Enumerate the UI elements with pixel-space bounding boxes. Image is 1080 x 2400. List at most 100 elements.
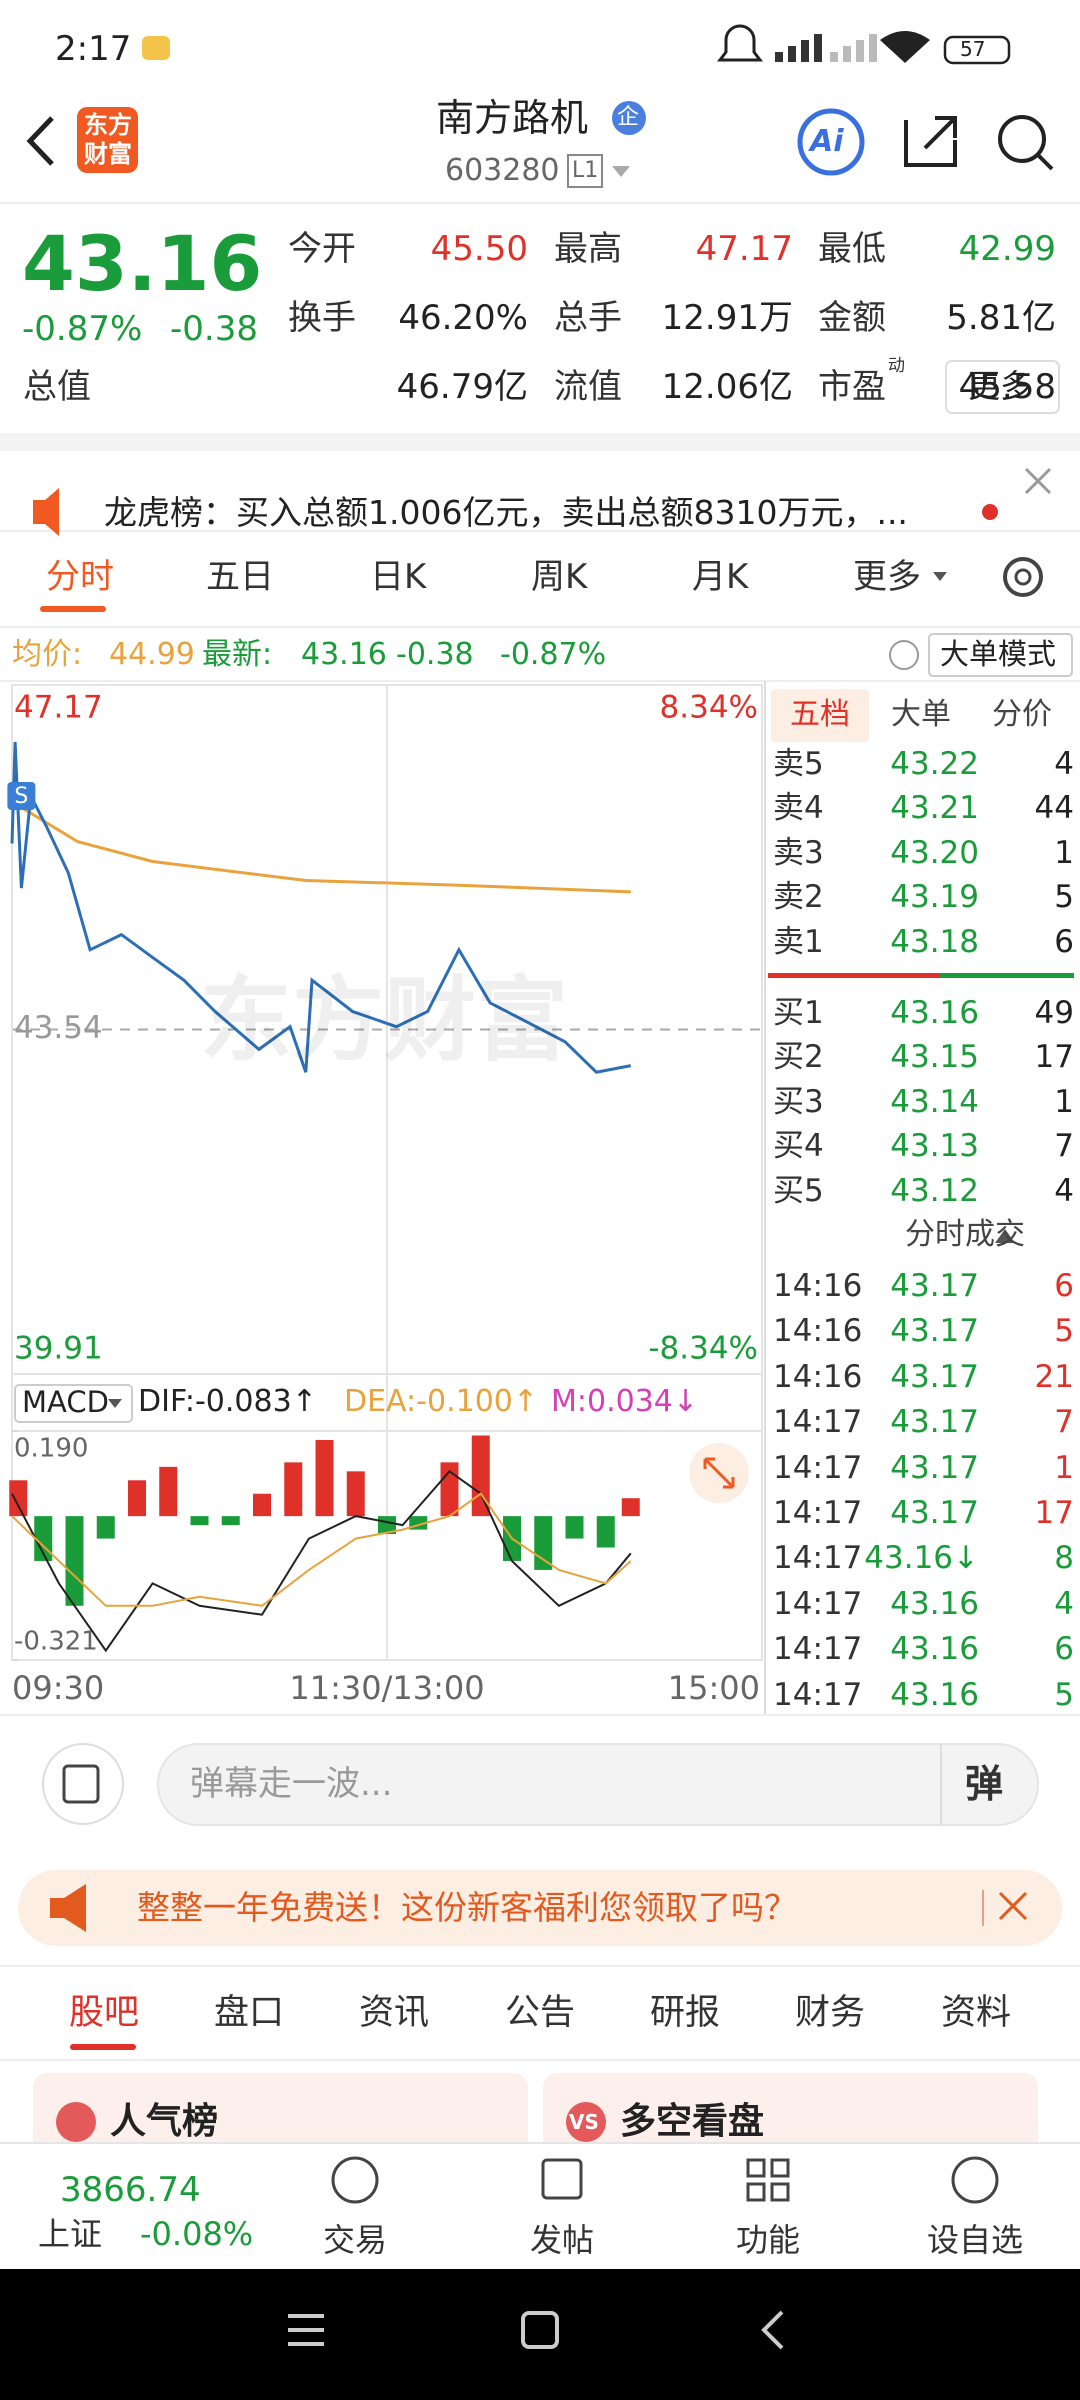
banner-text[interactable]: 整整一年免费送！这份新客福利您领取了吗？ [137, 1888, 797, 1927]
banner[interactable] [18, 1870, 1062, 1946]
more-label[interactable]: 更多 [968, 367, 1033, 405]
bottom-tab[interactable]: 资料 [941, 1993, 1012, 2033]
mode-label[interactable]: 大单模式 [940, 637, 1057, 671]
trade-volume: 21 [1034, 1358, 1074, 1395]
ai-label[interactable]: Ai [810, 124, 844, 159]
y-tick-label: 0.190 [14, 1434, 88, 1464]
x-tick-label: 09:30 [12, 1669, 104, 1707]
tab-underline [70, 2044, 136, 2050]
nav-label[interactable]: 设自选 [927, 2221, 1024, 2259]
index-change[interactable]: -0.08% [140, 2215, 254, 2253]
watermark: 东方财富 [200, 967, 569, 1074]
settings-icon[interactable] [1003, 557, 1043, 597]
macd-select[interactable] [14, 1384, 133, 1423]
bottom-tab[interactable]: 股吧 [69, 1993, 140, 2033]
bottom-tab[interactable]: 财务 [795, 1993, 866, 2033]
separator [0, 433, 1080, 451]
news-text[interactable]: 龙虎榜：买入总额1.006亿元，卖出总额8310万元，... [104, 493, 908, 532]
logo [77, 107, 138, 173]
nav-label[interactable]: 交易 [323, 2221, 388, 2259]
field-label: 今开 [288, 229, 356, 269]
trades-title: 分时成交 [905, 1217, 1025, 1252]
chart-tab[interactable]: 月K [692, 557, 749, 597]
book-tab[interactable]: 分价 [992, 697, 1052, 732]
card[interactable] [33, 2073, 528, 2163]
level-box [567, 154, 603, 188]
book-tab[interactable]: 五档 [790, 697, 850, 732]
field-value: 47.17 [695, 229, 793, 269]
chart-tab[interactable]: 更多 [853, 557, 921, 597]
back-icon[interactable] [26, 116, 54, 166]
dif-label: DIF:-0.083↑ [138, 1384, 317, 1419]
field-sup: 动 [888, 356, 905, 376]
macd-line [11, 1469, 632, 1653]
more-button[interactable] [945, 360, 1060, 414]
trade-time: 14:17 [773, 1449, 863, 1486]
chart-tab[interactable]: 周K [531, 557, 588, 597]
nav-icon[interactable] [746, 2158, 790, 2202]
trade-volume: 5 [1054, 1313, 1074, 1350]
system-nav [0, 2269, 1080, 2400]
macd-bar [253, 1493, 271, 1517]
book-tab[interactable]: 大单 [891, 697, 951, 732]
home-button[interactable] [521, 2311, 559, 2349]
nav-icon[interactable] [541, 2158, 583, 2200]
field-value: 46.20% [398, 298, 528, 338]
trade-volume: 5 [1054, 1676, 1074, 1713]
danmu-button[interactable]: 弹 [965, 1762, 1004, 1806]
x-tick-label: 11:30/13:00 [289, 1669, 484, 1707]
chart-tab[interactable]: 日K [370, 557, 427, 597]
vs-icon: VS [569, 2110, 599, 2134]
chart-tab[interactable]: 五日 [206, 557, 274, 597]
nav-bar [0, 2142, 1080, 2269]
trade-price: 43.17 [890, 1358, 979, 1395]
field-label: 流值 [554, 367, 622, 407]
back-button[interactable] [761, 2310, 784, 2350]
help-icon[interactable] [889, 640, 919, 670]
book-price: 43.18 [890, 923, 979, 960]
comment-icon[interactable] [42, 1743, 124, 1825]
nav-icon[interactable] [951, 2156, 999, 2204]
mode-button[interactable] [928, 633, 1073, 677]
bottom-tab[interactable]: 公告 [505, 1993, 576, 2033]
divider [0, 1714, 1080, 1716]
card-title[interactable]: 人气榜 [110, 2101, 219, 2142]
nav-label[interactable]: 发帖 [530, 2221, 595, 2259]
share-icon[interactable] [904, 116, 957, 167]
latest-label: 最新: [202, 637, 273, 672]
nav-icon[interactable] [331, 2156, 379, 2204]
macd-bar [596, 1516, 615, 1548]
macd-bar [346, 1471, 365, 1517]
field-label: 市盈 [818, 367, 886, 407]
dea-label: DEA:-0.100↑ [344, 1384, 539, 1419]
index-name[interactable]: 上证 [38, 2215, 103, 2253]
close-icon[interactable] [1024, 467, 1052, 495]
book-volume: 7 [1054, 1128, 1074, 1165]
bottom-tab[interactable]: 资讯 [359, 1993, 430, 2033]
comment-placeholder[interactable]: 弹幕走一波... [190, 1764, 393, 1804]
field-label: 换手 [288, 298, 356, 338]
bottom-tab[interactable]: 盘口 [214, 1993, 285, 2033]
chart-tab[interactable]: 分时 [46, 557, 114, 597]
card-title[interactable]: 多空看盘 [620, 2101, 765, 2142]
nav-label[interactable]: 功能 [736, 2221, 801, 2259]
field-label: 总手 [554, 298, 622, 338]
battery [943, 35, 1011, 65]
index-value[interactable]: 3866.74 [60, 2170, 201, 2210]
book-price: 43.12 [890, 1172, 979, 1209]
menu-button[interactable] [288, 2314, 324, 2346]
logo-text: 东方 [84, 111, 132, 139]
field-value: 45.50 [430, 229, 528, 269]
trade-time: 14:16 [773, 1358, 863, 1395]
wifi-icon [880, 31, 930, 63]
signal-icon [830, 34, 877, 62]
search-icon[interactable] [998, 115, 1046, 163]
comment-input[interactable] [157, 1743, 1039, 1826]
ai-button[interactable] [797, 108, 865, 176]
macd-title[interactable]: MACD [22, 1385, 109, 1419]
bottom-tab[interactable]: 研报 [650, 1993, 721, 2033]
close-icon[interactable] [998, 1891, 1028, 1921]
price-line [10, 741, 632, 1074]
card[interactable] [543, 2073, 1038, 2163]
